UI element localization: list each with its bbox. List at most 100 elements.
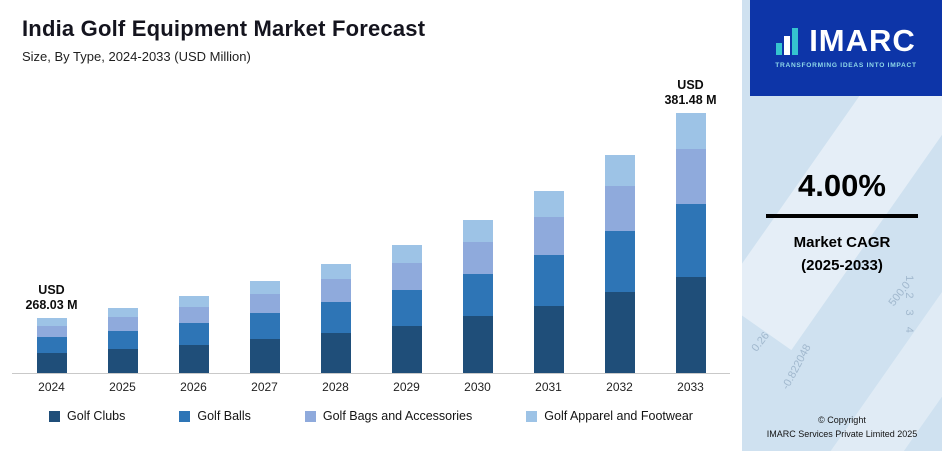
year-label: 2026 xyxy=(180,380,207,394)
bar-value-label: USD 268.03 M xyxy=(25,282,78,313)
legend-label: Golf Balls xyxy=(197,409,251,423)
year-label: 2032 xyxy=(606,380,633,394)
bar-segment-golf-clubs[interactable] xyxy=(36,352,67,373)
year-label: 2031 xyxy=(535,380,562,394)
bar-segment-golf-clubs[interactable] xyxy=(249,339,280,373)
imarc-logo-icon xyxy=(776,27,802,55)
bar-segment-golf-apparel-and-footwear[interactable] xyxy=(178,295,209,307)
brand-panel: 500.0 1 2 3 4 -0.822048 0.26 IMARC TRANS… xyxy=(742,0,942,451)
legend-item-golf-bags-and-accessories[interactable]: Golf Bags and Accessories xyxy=(304,409,473,423)
bar-segment-golf-balls[interactable] xyxy=(178,322,209,345)
bar-segment-golf-clubs[interactable] xyxy=(533,305,564,373)
bar-stack-2026[interactable] xyxy=(178,295,209,373)
bar-segment-golf-clubs[interactable] xyxy=(462,316,493,373)
bar-column xyxy=(371,245,442,373)
bar-segment-golf-apparel-and-footwear[interactable] xyxy=(391,245,422,263)
cagr-block: 4.00% Market CAGR (2025-2033) xyxy=(742,168,942,277)
page-title: India Golf Equipment Market Forecast xyxy=(22,16,426,41)
legend-swatch xyxy=(526,410,538,422)
x-axis-labels: 2024 2025 2026 2027 2028 2029 2030 2031 2032 2033 xyxy=(12,380,730,394)
bar-column xyxy=(442,220,513,373)
cagr-years: (2025-2033) xyxy=(801,256,883,274)
bar-stack-2033[interactable] xyxy=(675,113,706,373)
bar-stack-2024[interactable] xyxy=(36,318,67,373)
legend-label: Golf Bags and Accessories xyxy=(322,409,473,423)
bar-segment-golf-bags-and-accessories[interactable] xyxy=(320,279,351,303)
year-label: 2024 xyxy=(38,380,65,394)
bar-segment-golf-clubs[interactable] xyxy=(178,344,209,373)
bar-column: USD 381.48 M xyxy=(655,78,726,373)
plot-area: USD 268.03 M USD 381.48 M xyxy=(12,72,730,374)
bar-segment-golf-balls[interactable] xyxy=(391,289,422,326)
bar-segment-golf-balls[interactable] xyxy=(107,330,138,349)
legend: Golf Clubs Golf Balls Golf Bags and Access… xyxy=(0,409,742,423)
imarc-logo-text: IMARC xyxy=(809,23,916,59)
bar-column xyxy=(87,307,158,373)
year-label: 2029 xyxy=(393,380,420,394)
bar-column xyxy=(229,281,300,373)
imarc-logo-row: IMARC xyxy=(776,23,916,59)
bar-value-label: USD 381.48 M xyxy=(664,77,717,108)
decorative-watermark: 1 2 3 4 xyxy=(903,275,916,337)
bar-stack-2032[interactable] xyxy=(604,155,635,373)
bar-segment-golf-apparel-and-footwear[interactable] xyxy=(249,281,280,294)
bar-segment-golf-bags-and-accessories[interactable] xyxy=(675,149,706,205)
bar-segment-golf-apparel-and-footwear[interactable] xyxy=(675,113,706,150)
chart-header: India Golf Equipment Market Forecast Siz… xyxy=(0,0,742,64)
bar-segment-golf-balls[interactable] xyxy=(36,337,67,353)
bar-segment-golf-bags-and-accessories[interactable] xyxy=(249,293,280,314)
legend-swatch xyxy=(179,410,191,422)
bar-segment-golf-balls[interactable] xyxy=(675,204,706,277)
bar-segment-golf-bags-and-accessories[interactable] xyxy=(391,262,422,290)
bar-segment-golf-balls[interactable] xyxy=(462,273,493,317)
bar-segment-golf-bags-and-accessories[interactable] xyxy=(36,325,67,338)
bar-stack-2028[interactable] xyxy=(320,264,351,373)
bar-segment-golf-bags-and-accessories[interactable] xyxy=(178,306,209,323)
bar-segment-golf-clubs[interactable] xyxy=(675,276,706,373)
bar-segment-golf-apparel-and-footwear[interactable] xyxy=(107,307,138,318)
cagr-underline xyxy=(766,214,918,218)
legend-item-golf-apparel-and-footwear[interactable]: Golf Apparel and Footwear xyxy=(526,409,693,423)
bar-segment-golf-bags-and-accessories[interactable] xyxy=(533,216,564,255)
bar-column: USD 268.03 M xyxy=(16,283,87,373)
bar-segment-golf-clubs[interactable] xyxy=(604,292,635,373)
chart-panel: India Golf Equipment Market Forecast Siz… xyxy=(0,0,742,423)
bar-segment-golf-clubs[interactable] xyxy=(107,348,138,373)
legend-item-golf-clubs[interactable]: Golf Clubs xyxy=(49,409,125,423)
imarc-logo: IMARC TRANSFORMING IDEAS INTO IMPACT xyxy=(750,0,942,96)
bar-segment-golf-apparel-and-footwear[interactable] xyxy=(604,155,635,186)
logo-tagline: TRANSFORMING IDEAS INTO IMPACT xyxy=(775,61,917,69)
cagr-label: Market CAGR xyxy=(793,234,891,251)
bar-segment-golf-bags-and-accessories[interactable] xyxy=(107,317,138,331)
bar-segment-golf-bags-and-accessories[interactable] xyxy=(462,241,493,274)
bar-segment-golf-balls[interactable] xyxy=(320,302,351,333)
legend-item-golf-balls[interactable]: Golf Balls xyxy=(179,409,251,423)
bar-segment-golf-apparel-and-footwear[interactable] xyxy=(533,191,564,217)
copyright-line2: IMARC Services Private Limited 2025 xyxy=(766,428,918,439)
bar-stack-2025[interactable] xyxy=(107,307,138,373)
bar-segment-golf-clubs[interactable] xyxy=(320,332,351,373)
year-label: 2033 xyxy=(677,380,704,394)
bar-stack-2029[interactable] xyxy=(391,245,422,373)
bar-column xyxy=(158,295,229,373)
legend-swatch xyxy=(304,410,316,422)
copyright: © Copyright IMARC Services Private Limit… xyxy=(742,414,942,441)
decorative-watermark: -0.822048 xyxy=(779,342,814,392)
bar-segment-golf-balls[interactable] xyxy=(604,231,635,293)
bar-segment-golf-balls[interactable] xyxy=(533,254,564,306)
copyright-line1: © Copyright xyxy=(818,415,866,425)
bar-segment-golf-apparel-and-footwear[interactable] xyxy=(36,318,67,326)
bar-segment-golf-balls[interactable] xyxy=(249,313,280,339)
bar-stack-2027[interactable] xyxy=(249,281,280,373)
bar-segment-golf-clubs[interactable] xyxy=(391,325,422,373)
bar-stack-2031[interactable] xyxy=(533,191,564,373)
bar-segment-golf-apparel-and-footwear[interactable] xyxy=(320,264,351,280)
bar-stack-2030[interactable] xyxy=(462,220,493,373)
bar-column xyxy=(584,155,655,373)
legend-label: Golf Clubs xyxy=(67,409,126,423)
legend-label: Golf Apparel and Footwear xyxy=(544,409,693,423)
page-subtitle: Size, By Type, 2024-2033 (USD Million) xyxy=(22,49,251,64)
bar-column xyxy=(513,191,584,373)
bar-segment-golf-apparel-and-footwear[interactable] xyxy=(462,220,493,242)
bar-segment-golf-bags-and-accessories[interactable] xyxy=(604,185,635,232)
